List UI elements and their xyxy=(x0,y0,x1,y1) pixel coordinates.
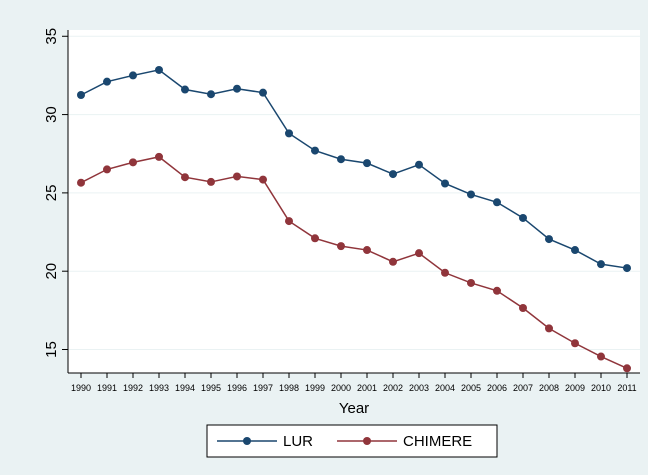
y-tick-label: 20 xyxy=(43,263,60,280)
data-point xyxy=(181,173,189,182)
data-point xyxy=(259,88,267,97)
data-point xyxy=(129,71,137,80)
x-tick-label: 1990 xyxy=(71,383,91,393)
x-tick-label: 2006 xyxy=(487,383,507,393)
x-tick-label: 2009 xyxy=(565,383,585,393)
data-point xyxy=(623,364,631,373)
y-tick-label: 15 xyxy=(43,341,60,358)
data-point xyxy=(129,158,137,167)
x-axis-title: Year xyxy=(339,400,369,417)
x-tick-label: 1992 xyxy=(123,383,143,393)
x-tick-label: 2004 xyxy=(435,383,455,393)
data-point xyxy=(467,278,475,287)
x-tick-label: 1993 xyxy=(149,383,169,393)
x-tick-label: 1991 xyxy=(97,383,117,393)
x-tick-label: 2007 xyxy=(513,383,533,393)
x-tick-label: 2001 xyxy=(357,383,377,393)
data-point xyxy=(493,198,501,207)
series-line xyxy=(80,69,628,269)
data-point xyxy=(337,242,345,251)
data-point xyxy=(103,77,111,86)
data-point xyxy=(415,249,423,258)
data-point xyxy=(415,160,423,169)
plot-area xyxy=(68,30,640,373)
data-point xyxy=(545,324,553,333)
data-point xyxy=(545,235,553,244)
data-point xyxy=(571,246,579,255)
data-point xyxy=(597,352,605,361)
x-tick-label: 2005 xyxy=(461,383,481,393)
data-point xyxy=(233,84,241,93)
x-tick-label: 1995 xyxy=(201,383,221,393)
legend-marker xyxy=(363,437,372,445)
data-point xyxy=(155,65,163,74)
data-point xyxy=(285,129,293,138)
data-point xyxy=(597,260,605,269)
x-tick-label: 2010 xyxy=(591,383,611,393)
data-point xyxy=(233,172,241,181)
x-tick-label: 2011 xyxy=(617,383,636,393)
data-point xyxy=(467,190,475,199)
x-tick-label: 2000 xyxy=(331,383,351,393)
data-point xyxy=(103,165,111,174)
legend-marker xyxy=(243,437,251,445)
x-tick-label: 1996 xyxy=(227,383,247,393)
data-point xyxy=(259,175,267,184)
data-point xyxy=(571,339,579,348)
data-point xyxy=(181,85,189,94)
data-point xyxy=(519,213,527,222)
x-tick-label: 1998 xyxy=(279,383,299,393)
legend-label: CHIMERE xyxy=(403,433,472,450)
y-tick-label: 30 xyxy=(43,106,60,123)
data-point xyxy=(441,179,449,188)
data-point xyxy=(207,90,215,99)
data-point xyxy=(155,152,163,161)
data-point xyxy=(207,177,215,186)
x-tick-label: 2008 xyxy=(539,383,559,393)
data-point xyxy=(77,178,85,187)
data-point xyxy=(389,257,397,266)
data-point xyxy=(285,217,293,226)
data-point xyxy=(493,286,501,295)
data-point xyxy=(311,234,319,243)
x-tick-label: 2003 xyxy=(409,383,429,393)
x-tick-label: 1999 xyxy=(305,383,325,393)
data-point xyxy=(363,246,371,255)
series-line xyxy=(80,156,628,369)
data-point xyxy=(363,159,371,168)
data-point xyxy=(311,146,319,155)
data-point xyxy=(623,264,631,273)
x-tick-label: 1994 xyxy=(175,383,195,393)
y-tick-label: 35 xyxy=(43,28,60,45)
data-point xyxy=(441,268,449,277)
x-tick-label: 2002 xyxy=(383,383,403,393)
x-tick-label: 1997 xyxy=(253,383,273,393)
data-point xyxy=(337,155,345,164)
data-point xyxy=(519,304,527,313)
data-point xyxy=(389,170,397,179)
legend-label: LUR xyxy=(283,433,313,450)
data-point xyxy=(77,90,85,99)
y-tick-label: 25 xyxy=(43,185,60,202)
